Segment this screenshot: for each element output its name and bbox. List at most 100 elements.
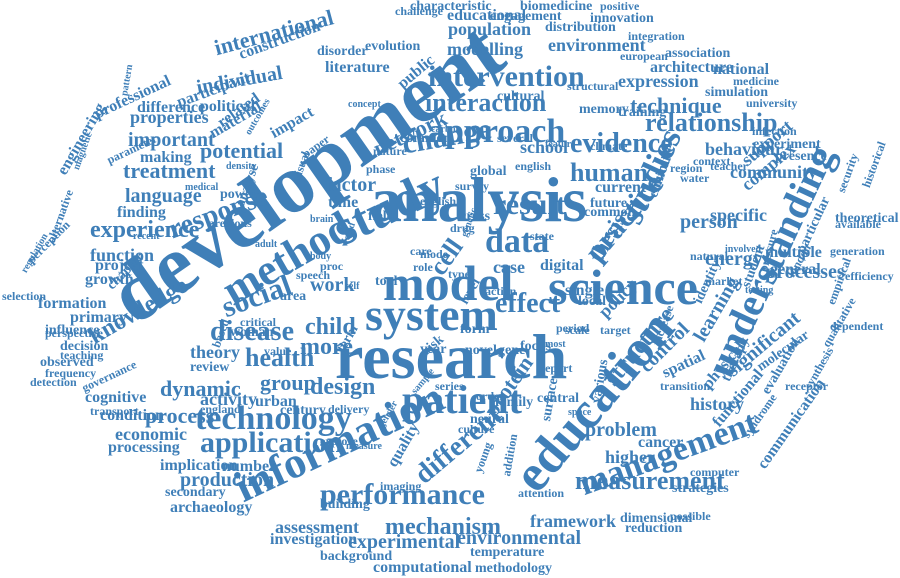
cloud-word-disease: disease (210, 316, 294, 347)
cloud-word-observed: observed (40, 355, 94, 370)
cloud-word-survey: survey (455, 179, 489, 193)
cloud-word-simulation: simulation (705, 85, 769, 100)
cloud-word-measure: measure (346, 441, 382, 452)
cloud-word-family: family (495, 395, 534, 410)
cloud-word-performance: performance (320, 478, 485, 511)
cloud-word-common: common (400, 131, 452, 146)
cloud-word-involved: involved (725, 244, 762, 255)
cloud-word-history: history (690, 394, 744, 414)
cloud-word-teacher: teacher (710, 159, 748, 173)
cloud-word-framework: framework (530, 511, 616, 531)
cloud-word-energy: energy (705, 248, 763, 270)
cloud-word-project: project (95, 257, 144, 274)
cloud-word-natural: natural (690, 249, 729, 263)
cloud-word-population: population (448, 19, 532, 39)
cloud-word-approach: approach (428, 113, 566, 150)
cloud-word-child: child (305, 314, 356, 340)
cloud-word-potential: potential (200, 138, 284, 163)
cloud-word-reduction: reduction (625, 521, 683, 536)
cloud-word-england: england (200, 402, 241, 416)
cloud-word-difference: difference (137, 99, 206, 116)
cloud-word-neural: neural (470, 412, 509, 427)
cloud-word-health: health (245, 343, 315, 372)
cloud-word-archaeology: archaeology (170, 499, 253, 516)
cloud-word-english: english (515, 159, 552, 173)
cloud-word-processing: processing (108, 439, 180, 456)
cloud-word-efficiency: efficiency (845, 269, 894, 283)
cloud-word-problem: problem (585, 419, 657, 441)
cloud-word-literature: literature (325, 59, 390, 76)
cloud-word-memory: memory (579, 102, 629, 117)
cloud-word-gene: gene (498, 343, 526, 358)
cloud-word-architecture: architecture (650, 59, 733, 76)
cloud-word-central: central (537, 391, 579, 406)
cloud-word-investigation: investigation (270, 531, 358, 548)
cloud-word-distribution: distribution (545, 20, 616, 35)
cloud-word-building: building (320, 497, 370, 512)
cloud-word-target: target (600, 323, 631, 337)
cloud-word-order: order (476, 389, 505, 403)
cloud-word-dynamic: dynamic (160, 376, 241, 401)
cloud-word-behaviour: behaviour (705, 139, 784, 159)
cloud-word-care: care (410, 244, 432, 258)
cloud-word-brain: brain (310, 214, 334, 225)
cloud-word-future: future (590, 196, 628, 211)
cloud-word-english: english (420, 194, 457, 208)
cloud-word-environmental: environmental (457, 527, 582, 549)
cloud-word-theory: theory (190, 342, 240, 362)
cloud-word-environment: environment (548, 35, 646, 55)
cloud-word-single: single (565, 282, 605, 299)
cloud-word-computational: computational (373, 559, 472, 576)
cloud-word-state: state (530, 229, 554, 243)
cloud-word-presence: presence (775, 149, 827, 164)
cloud-word-global: global (470, 164, 507, 179)
cloud-word-model: model (383, 255, 514, 311)
cloud-word-teaching: teaching (60, 348, 104, 362)
cloud-word-production: production (180, 469, 275, 491)
cloud-word-concept: concept (348, 99, 381, 110)
cloud-word-application: application (200, 426, 344, 459)
cloud-word-mode: mode (420, 247, 448, 261)
cloud-word-effect: effect (495, 288, 561, 319)
cloud-word-proc: proc (320, 259, 344, 273)
cloud-word-design: design (310, 374, 376, 400)
cloud-word-technology: technology (195, 400, 352, 437)
cloud-word-dependent: dependent (830, 319, 884, 333)
cloud-word-engagement: engagement (490, 9, 562, 24)
cloud-word-critical: critical (240, 315, 276, 329)
cloud-word-value: value (264, 344, 292, 358)
cloud-word-theoretical: theoretical (835, 211, 899, 226)
cloud-word-university: university (746, 96, 798, 110)
cloud-word-action: action (485, 284, 517, 298)
cloud-word-function: function (90, 245, 155, 265)
cloud-word-woman: woman (230, 325, 274, 340)
cloud-word-cognitive: cognitive (85, 389, 147, 406)
cloud-word-measurement: measurement (575, 466, 725, 495)
cloud-word-implication: implication (160, 457, 238, 474)
cloud-word-evidence: evidence (570, 128, 673, 159)
cloud-word-important: important (128, 129, 215, 151)
cloud-word-computer: computer (690, 465, 740, 479)
cloud-word-secondary: secondary (165, 485, 226, 500)
cloud-word-infection: infection (752, 124, 797, 138)
cloud-word-recent: recent (133, 231, 160, 242)
cloud-word-receptor: receptor (785, 379, 829, 393)
cloud-word-speech: speech (296, 268, 330, 282)
cloud-word-context: context (693, 154, 731, 168)
cloud-word-system: system (365, 289, 498, 340)
cloud-word-mechanism: mechanism (385, 514, 501, 540)
cloud-word-work: work (310, 274, 355, 296)
cloud-word-science: science (548, 259, 698, 315)
cloud-word-intervention: intervention (428, 60, 585, 93)
cloud-word-more: more (300, 334, 353, 360)
cloud-word-educational: educational (447, 7, 527, 24)
cloud-word-process: process (145, 403, 215, 428)
cloud-word-transport: transport (90, 404, 139, 418)
cloud-word-cross: cross (460, 209, 491, 224)
cloud-word-activity: activity (200, 389, 257, 409)
cloud-word-data: data (485, 223, 550, 260)
cloud-word-power: power (220, 187, 258, 202)
cloud-word-market: market (705, 274, 743, 288)
cloud-word-phase: phase (366, 162, 396, 176)
cloud-word-cancer: cancer (638, 434, 684, 451)
